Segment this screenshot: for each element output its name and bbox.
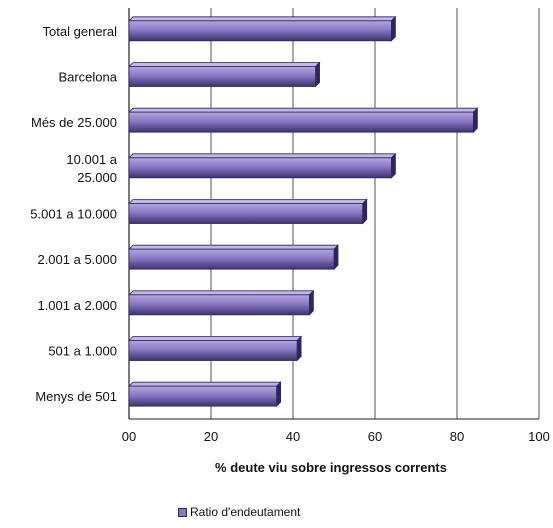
bar-side bbox=[390, 152, 396, 179]
bar-side bbox=[276, 381, 282, 408]
bar-face bbox=[128, 20, 392, 42]
x-tick-label: 40 bbox=[286, 429, 300, 444]
category-label-line: 10.001 a bbox=[66, 152, 117, 167]
category-label: Total general bbox=[43, 24, 118, 39]
x-tick-label: 80 bbox=[450, 429, 464, 444]
bar-face bbox=[128, 157, 392, 179]
bar bbox=[128, 381, 282, 408]
bar-top bbox=[128, 290, 315, 296]
x-axis-title: % deute viu sobre ingressos corrents bbox=[215, 460, 447, 475]
legend-label: Ratio d'endeutament bbox=[190, 505, 301, 519]
bar bbox=[128, 244, 339, 271]
bar-top bbox=[128, 244, 339, 250]
bar-top bbox=[128, 62, 321, 67]
bar-face bbox=[128, 340, 298, 361]
category-label: 10.001 a 25.000 bbox=[66, 152, 117, 185]
category-label: Menys de 501 bbox=[35, 389, 117, 404]
category-label: Més de 25.000 bbox=[31, 115, 117, 130]
category-label-line: Més de 25.000 bbox=[31, 115, 117, 130]
bar-top bbox=[128, 199, 368, 204]
category-label-line: Total general bbox=[43, 24, 118, 39]
category-label: 1.001 a 2.000 bbox=[37, 298, 117, 313]
bar-top bbox=[128, 153, 397, 159]
bar-face bbox=[128, 294, 310, 316]
x-tick-label: 100 bbox=[528, 429, 550, 444]
bar-face bbox=[128, 203, 364, 224]
category-label-line: 5.001 a 10.000 bbox=[30, 207, 117, 222]
bar bbox=[128, 107, 479, 134]
legend-swatch bbox=[178, 507, 187, 517]
category-label-line: 2.001 a 5.000 bbox=[37, 252, 117, 267]
bar-side bbox=[315, 61, 320, 88]
x-tick-labels: 00 20 40 60 80 100 bbox=[122, 429, 550, 444]
category-label-line: Barcelona bbox=[58, 70, 117, 85]
bar-top bbox=[128, 381, 282, 387]
x-tick-label: 00 bbox=[122, 429, 136, 444]
bar-face bbox=[128, 66, 316, 87]
category-label: 2.001 a 5.000 bbox=[37, 252, 117, 267]
category-label-line: Menys de 501 bbox=[35, 389, 117, 404]
bar-side bbox=[390, 15, 396, 42]
x-tick-label: 20 bbox=[204, 429, 218, 444]
bar bbox=[128, 335, 303, 362]
category-label: Barcelona bbox=[58, 70, 117, 85]
bar bbox=[128, 61, 321, 88]
category-label: 501 a 1.000 bbox=[48, 344, 117, 359]
bar bbox=[128, 289, 315, 316]
bar-side bbox=[472, 107, 478, 134]
bar-side bbox=[362, 198, 368, 225]
category-label: 5.001 a 10.000 bbox=[30, 207, 117, 222]
bar-side bbox=[308, 289, 314, 316]
legend: Ratio d'endeutament bbox=[178, 505, 300, 519]
category-labels: Total general Barcelona Més de 25.000 10.00… bbox=[30, 24, 118, 404]
bar-face bbox=[128, 111, 474, 133]
bar-top bbox=[128, 16, 397, 22]
category-label-line: 25.000 bbox=[77, 170, 117, 185]
bar-top bbox=[128, 107, 479, 113]
bar-side bbox=[296, 335, 302, 362]
bar-side bbox=[333, 244, 339, 271]
category-label-line: 501 a 1.000 bbox=[48, 344, 117, 359]
bar bbox=[128, 152, 397, 179]
bar-top bbox=[128, 336, 303, 341]
bars bbox=[128, 15, 479, 408]
category-label-line: 1.001 a 2.000 bbox=[37, 298, 117, 313]
bar bbox=[128, 15, 397, 42]
x-tick-label: 60 bbox=[368, 429, 382, 444]
bar-face bbox=[128, 248, 335, 270]
bar-face bbox=[128, 385, 278, 407]
bar bbox=[128, 198, 368, 225]
